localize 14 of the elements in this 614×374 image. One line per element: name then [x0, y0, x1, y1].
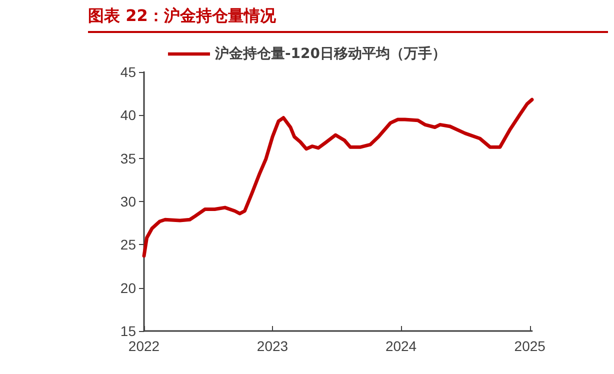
y-tick-label: 15 — [120, 323, 136, 339]
x-tick-label: 2022 — [128, 338, 160, 354]
y-tick-label: 35 — [120, 150, 136, 166]
x-tick-label: 2024 — [385, 338, 417, 354]
y-tick-label: 40 — [120, 107, 136, 124]
chart-title: 图表 22：沪金持仓量情况 — [88, 6, 608, 33]
line-series — [142, 98, 534, 258]
y-tick-label: 25 — [120, 236, 136, 253]
y-tick-label: 45 — [120, 64, 136, 80]
x-tick-label: 2023 — [256, 338, 288, 354]
x-tick-label: 2025 — [514, 338, 546, 354]
legend-label: 沪金持仓量-120日移动平均（万手） — [214, 45, 446, 62]
y-tick-label: 30 — [120, 194, 136, 210]
y-tick-label: 20 — [120, 280, 136, 296]
